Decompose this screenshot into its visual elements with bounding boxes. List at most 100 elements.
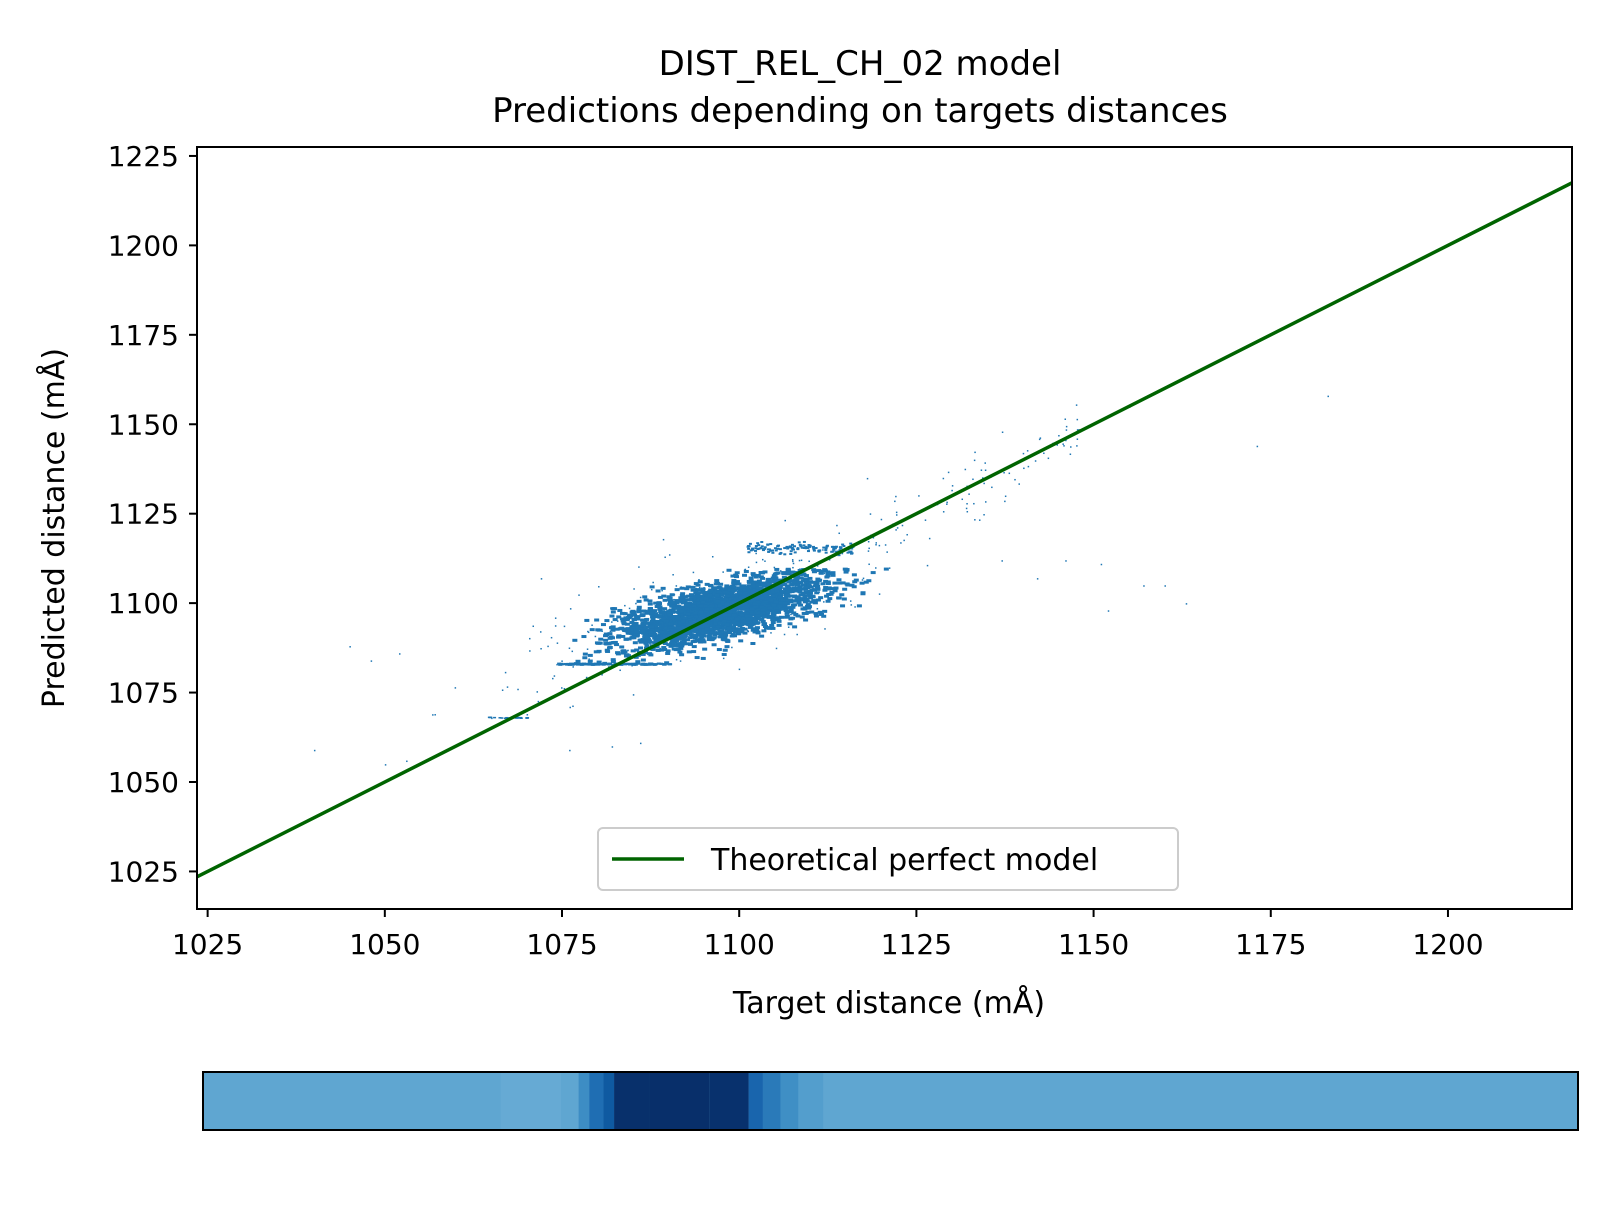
scatter-point	[556, 663, 558, 666]
density-band	[578, 1072, 590, 1130]
scatter-point	[832, 546, 836, 549]
scatter-point	[749, 549, 753, 552]
scatter-point	[760, 576, 766, 580]
scatter-point	[755, 611, 761, 615]
scatter-point	[611, 746, 614, 748]
scatter-point	[766, 577, 772, 581]
scatter-point	[628, 614, 634, 618]
scatter-point	[799, 545, 803, 548]
scatter-point	[768, 598, 774, 602]
scatter-point	[801, 572, 807, 576]
scatter-point	[614, 643, 620, 647]
scatter-point	[830, 545, 834, 548]
scatter-point	[746, 587, 752, 591]
scatter-point	[804, 545, 808, 548]
scatter-point	[595, 642, 598, 645]
scatter-point	[707, 621, 713, 625]
scatter-point	[688, 642, 694, 646]
scatter-point	[826, 586, 832, 590]
scatter-point	[868, 547, 870, 550]
scatter-point	[582, 652, 588, 656]
scatter-point	[610, 663, 615, 666]
scatter-point	[708, 626, 710, 629]
scatter-point	[673, 626, 679, 630]
y-tick-label: 1125	[108, 498, 179, 531]
scatter-point	[626, 637, 632, 641]
scatter-point	[747, 590, 753, 594]
scatter-point	[849, 600, 852, 602]
scatter-point	[719, 625, 725, 629]
scatter-point	[796, 587, 802, 591]
scatter-point	[722, 657, 725, 660]
scatter-point	[722, 648, 728, 652]
scatter-point	[685, 585, 691, 589]
scatter-point	[632, 610, 634, 612]
scatter-point	[800, 559, 803, 562]
scatter-point	[804, 580, 810, 584]
scatter-point	[787, 546, 791, 549]
scatter-point	[733, 610, 736, 613]
scatter-point	[743, 569, 746, 571]
scatter-point	[813, 612, 819, 616]
scatter-point	[633, 655, 639, 659]
scatter-point	[1038, 438, 1041, 441]
scatter-point	[942, 511, 945, 513]
density-band	[709, 1072, 749, 1130]
scatter-point	[803, 574, 809, 578]
scatter-point	[582, 656, 588, 660]
scatter-point	[727, 597, 729, 599]
scatter-point	[650, 588, 653, 591]
scatter-point	[811, 599, 817, 603]
scatter-point	[684, 607, 690, 611]
scatter-point	[1047, 457, 1050, 460]
scatter-point	[672, 622, 678, 626]
scatter-point	[742, 627, 748, 631]
scatter-point	[731, 646, 733, 649]
scatter-point	[690, 604, 693, 606]
scatter-point	[737, 622, 743, 626]
scatter-point	[722, 590, 728, 594]
scatter-point	[454, 687, 457, 689]
scatter-point	[756, 607, 762, 611]
scatter-point	[781, 572, 787, 576]
scatter-point	[851, 585, 857, 589]
scatter-point	[735, 600, 741, 604]
scatter-point	[850, 604, 853, 606]
scatter-point	[620, 634, 626, 638]
scatter-point	[697, 633, 703, 637]
scatter-point	[653, 621, 659, 625]
scatter-point	[711, 555, 714, 558]
density-band	[780, 1072, 799, 1130]
scatter-point	[610, 628, 616, 632]
scatter-point	[822, 588, 828, 592]
scatter-point	[691, 633, 697, 637]
scatter-point	[607, 662, 612, 665]
scatter-point	[594, 635, 597, 638]
scatter-point	[694, 596, 700, 600]
scatter-point	[757, 598, 763, 602]
scatter-point	[572, 666, 574, 668]
scatter-point	[634, 615, 640, 619]
scatter-point	[690, 615, 696, 619]
scatter-point	[726, 631, 732, 635]
scatter-point	[1076, 445, 1078, 447]
scatter-point	[678, 637, 684, 641]
scatter-point	[540, 578, 543, 580]
scatter-point	[701, 611, 707, 615]
scatter-point	[701, 597, 707, 601]
scatter-point	[563, 625, 566, 628]
scatter-point	[744, 608, 750, 612]
scatter-point	[697, 617, 703, 621]
scatter-point	[761, 623, 767, 627]
scatter-point	[755, 603, 761, 607]
scatter-point	[737, 588, 743, 592]
scatter-point	[743, 569, 749, 573]
scatter-point	[349, 646, 351, 648]
scatter-point	[652, 663, 657, 666]
scatter-point	[693, 582, 699, 586]
scatter-point	[828, 592, 834, 596]
scatter-point	[762, 624, 768, 628]
scatter-point	[814, 591, 820, 595]
scatter-point	[659, 648, 665, 652]
scatter-point	[553, 675, 556, 677]
